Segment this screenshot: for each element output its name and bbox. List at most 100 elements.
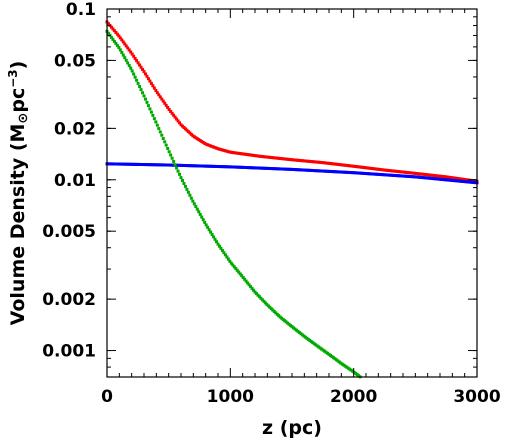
series-2-point <box>164 143 168 147</box>
series-2-point <box>210 233 214 237</box>
series-0-point <box>135 59 139 63</box>
series-2-point <box>217 244 221 248</box>
series-2 <box>105 29 362 379</box>
series-2-point <box>194 205 198 209</box>
series-2-point <box>216 242 220 246</box>
series-2-point <box>249 285 253 289</box>
series-2-point <box>180 179 184 183</box>
series-2-point <box>207 228 211 232</box>
series-0-point <box>109 25 113 29</box>
y-tick-label: 0.01 <box>54 171 96 191</box>
x-tick-label: 1000 <box>207 387 254 407</box>
series-2-point <box>192 202 196 206</box>
series-0-point <box>133 56 137 60</box>
series-2-point <box>161 137 165 141</box>
series-2-point <box>254 292 258 296</box>
series-2-point <box>172 159 176 163</box>
series-2-point <box>231 263 235 267</box>
series-0-point <box>166 105 170 109</box>
series-2-point <box>170 156 174 160</box>
y-tick-label: 0.001 <box>42 342 96 362</box>
series-2-point <box>175 166 179 170</box>
series-0-point <box>111 27 115 31</box>
series-2-point <box>222 251 226 255</box>
series-0-point <box>132 54 136 58</box>
series-2-point <box>262 299 266 303</box>
series-2-point <box>121 53 125 57</box>
series-2-point <box>167 150 171 154</box>
series-2-point <box>250 286 254 290</box>
series-0-point <box>124 44 128 48</box>
series-2-point <box>112 39 116 43</box>
series-2-point <box>195 207 199 211</box>
series-2-point <box>141 91 145 95</box>
series-2-point <box>219 246 223 250</box>
series-2-point <box>225 255 229 259</box>
series-2-point <box>138 85 142 89</box>
series-0-point <box>115 32 119 36</box>
series-2-point <box>237 270 241 274</box>
series-2-point <box>229 261 233 265</box>
x-tick-label: 0 <box>101 387 113 407</box>
series-2-point <box>235 268 239 272</box>
series-2-point <box>209 230 213 234</box>
series-2-point <box>114 41 118 45</box>
series-2-point <box>151 113 155 117</box>
series-0-point <box>129 50 133 54</box>
series-0-point <box>151 84 155 88</box>
series-2-point <box>257 295 261 299</box>
y-axis-title: Volume Density (M⊙pc−3) <box>6 61 31 326</box>
series-0-point <box>155 91 159 95</box>
series-0-point <box>163 101 167 105</box>
series-0-point <box>154 88 158 92</box>
series-2-point <box>124 58 128 62</box>
series-2-point <box>106 31 110 35</box>
series-0-point <box>170 111 174 115</box>
y-tick-label: 0.02 <box>54 119 96 139</box>
series-2-point <box>241 275 245 279</box>
series-2-point <box>148 107 152 111</box>
series-0-point <box>175 117 179 121</box>
series-2-point <box>191 199 195 203</box>
series-2-point <box>149 110 153 114</box>
axes: 0 1000 2000 3000 0.1 0.05 0.02 0.01 0.005 0.002 0.… <box>42 0 501 407</box>
series-0-point <box>141 67 145 71</box>
series-2-point <box>145 100 149 104</box>
series-2-point <box>212 235 216 239</box>
series-2-point <box>179 176 183 180</box>
series-2-point <box>226 257 230 261</box>
series-0-point <box>138 63 142 67</box>
series-2-point <box>130 69 134 73</box>
series-2-point <box>189 196 193 200</box>
series-2-point <box>158 130 162 134</box>
series-0-point <box>172 113 176 117</box>
series-2-point <box>163 140 167 144</box>
series-2-point <box>143 97 147 101</box>
series-2-point <box>157 127 161 131</box>
series-2-point <box>118 48 122 52</box>
series-2-point <box>253 290 257 294</box>
series-2-point <box>244 279 248 283</box>
series-2-point <box>115 43 119 47</box>
y-axis-title-mid: pc <box>7 88 29 113</box>
series-0-point <box>167 108 171 112</box>
series-2-point <box>247 283 251 287</box>
series-0-point <box>176 119 180 123</box>
series-0-point <box>106 22 110 26</box>
series-0-point <box>136 61 140 65</box>
series-2-point <box>204 223 208 227</box>
series-2-point <box>206 225 210 229</box>
series-0-point <box>145 74 149 78</box>
series-0-point <box>142 70 146 74</box>
series-2-point <box>198 212 202 216</box>
series-0-point <box>123 42 127 46</box>
series-2-point <box>256 293 260 297</box>
series-0-point <box>112 29 116 33</box>
series-2-point <box>200 215 204 219</box>
series-2-point <box>183 184 187 188</box>
series-2-point <box>127 64 131 68</box>
series-0-point <box>160 97 164 101</box>
series-0-point <box>117 34 121 38</box>
y-tick-label: 0.05 <box>54 51 96 71</box>
